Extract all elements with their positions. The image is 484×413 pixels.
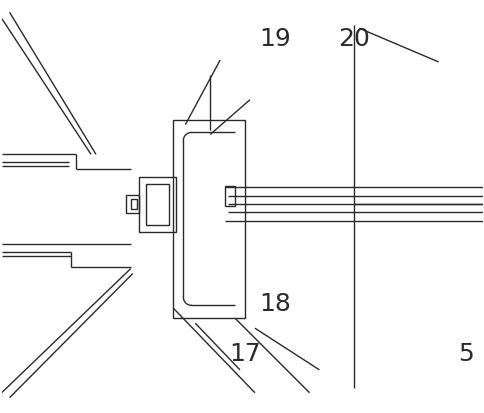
Text: 5: 5 bbox=[458, 341, 473, 365]
Bar bbox=[225, 187, 235, 206]
Bar bbox=[131, 199, 136, 209]
Text: 17: 17 bbox=[228, 341, 260, 365]
Bar bbox=[138, 178, 176, 232]
Text: 19: 19 bbox=[258, 27, 290, 51]
Text: 18: 18 bbox=[258, 292, 290, 316]
Text: 20: 20 bbox=[338, 27, 369, 51]
Bar bbox=[173, 120, 244, 318]
Bar bbox=[125, 196, 138, 214]
Bar bbox=[145, 185, 169, 225]
